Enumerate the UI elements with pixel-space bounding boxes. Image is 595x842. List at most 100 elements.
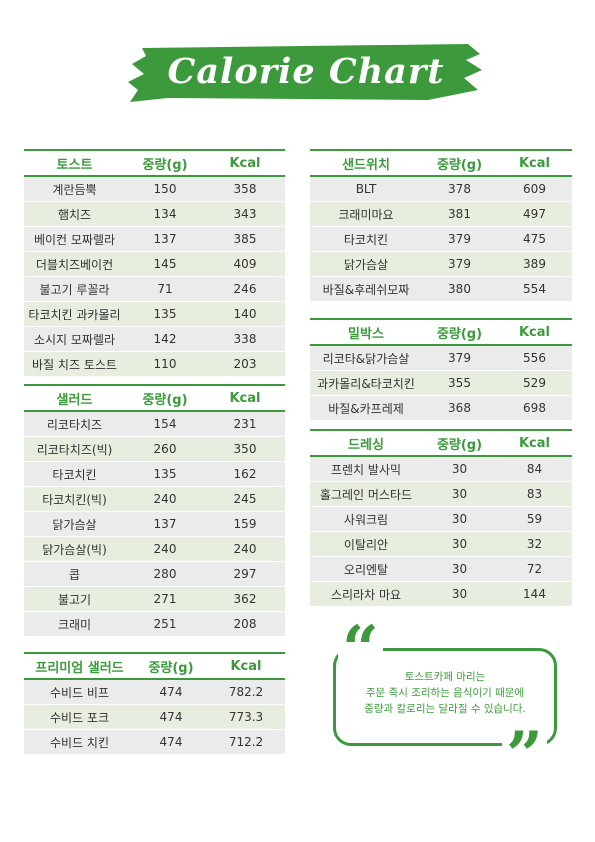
item-name: 계란듬뿍 — [52, 182, 97, 197]
header-weight: 중량(g) — [436, 437, 483, 453]
table-row: 타코치킨(빅) 240 245 — [24, 487, 285, 512]
item-name: 타코치킨(빅) — [42, 492, 107, 507]
premium-salad-header-row: 프리미엄 샐러드 중량(g) Kcal — [24, 652, 285, 680]
item-name: 홀그레인 머스타드 — [319, 487, 413, 502]
table-row: 수비드 치킨 474 712.2 — [24, 730, 285, 755]
item-weight: 134 — [153, 207, 177, 221]
item-name: 소시지 모짜렐라 — [33, 332, 116, 347]
item-kcal: 389 — [523, 257, 546, 271]
table-row: 타코치킨 379 475 — [310, 227, 572, 252]
item-name: 타코치킨 — [343, 232, 389, 247]
item-weight: 71 — [157, 282, 173, 296]
item-kcal: 59 — [526, 512, 543, 526]
table-row: 햄치즈 134 343 — [24, 202, 285, 227]
table-row: 콥 280 297 — [24, 562, 285, 587]
item-kcal: 162 — [233, 467, 257, 481]
header-weight: 중량(g) — [148, 660, 194, 676]
item-kcal: 84 — [526, 462, 543, 476]
table-row: 오리엔탈 30 72 — [310, 557, 572, 582]
item-kcal: 556 — [523, 351, 546, 365]
item-kcal: 203 — [233, 357, 257, 371]
item-weight: 30 — [451, 512, 468, 526]
table-row: 계란듬뿍 150 358 — [24, 177, 285, 202]
toast-table: 토스트 중량(g) Kcal 계란듬뿍 150 358 햄치즈 134 343 베이컨 … — [24, 149, 285, 377]
table-row: 타코치킨 과카몰리 135 140 — [24, 302, 285, 327]
item-name: 바질&카프레제 — [328, 401, 404, 416]
item-name: 수비드 치킨 — [49, 735, 109, 750]
item-weight: 30 — [451, 537, 468, 551]
item-kcal: 712.2 — [228, 735, 264, 749]
table-row: 닭가슴살 379 389 — [310, 252, 572, 277]
header-weight: 중량(g) — [142, 157, 188, 173]
item-weight: 474 — [159, 735, 183, 749]
table-row: 크래미 251 208 — [24, 612, 285, 637]
item-name: 햄치즈 — [57, 207, 92, 222]
table-row: 홀그레인 머스타드 30 83 — [310, 482, 572, 507]
premium-salad-table: 프리미엄 샐러드 중량(g) Kcal 수비드 비프 474 782.2 수비드 포… — [24, 652, 285, 755]
item-name: 바질&후레쉬모짜 — [322, 282, 410, 297]
table-row: 사워크림 30 59 — [310, 507, 572, 532]
header-weight: 중량(g) — [436, 157, 483, 173]
item-weight: 379 — [448, 351, 471, 365]
item-kcal: 529 — [523, 376, 546, 390]
item-name: 리코타치즈 — [46, 417, 103, 432]
table-row: 닭가슴살(빅) 240 240 — [24, 537, 285, 562]
item-weight: 30 — [451, 487, 468, 501]
item-kcal: 782.2 — [228, 685, 264, 699]
close-quote-icon: ” — [502, 724, 547, 788]
table-row: BLT 378 609 — [310, 177, 572, 202]
item-kcal: 83 — [526, 487, 543, 501]
note-text: 토스트카페 마리는 주문 즉시 조리하는 음식이기 때문에 중량과 칼로리는 달… — [336, 669, 554, 717]
item-name: 과카몰리&타코치킨 — [317, 376, 415, 391]
table-row: 수비드 포크 474 773.3 — [24, 705, 285, 730]
item-kcal: 698 — [523, 401, 546, 415]
item-weight: 280 — [153, 567, 177, 581]
item-kcal: 140 — [233, 307, 257, 321]
table-row: 바질&카프레제 368 698 — [310, 396, 572, 421]
item-weight: 474 — [159, 710, 183, 724]
item-name: 리코타&닭가슴살 — [322, 351, 410, 366]
item-name: 리코타치즈(빅) — [36, 442, 113, 457]
toast-header-row: 토스트 중량(g) Kcal — [24, 149, 285, 177]
table-row: 더블치즈베이컨 145 409 — [24, 252, 285, 277]
item-name: 베이컨 모짜렐라 — [33, 232, 116, 247]
item-weight: 380 — [448, 282, 471, 296]
item-weight: 378 — [448, 182, 471, 196]
item-kcal: 208 — [233, 617, 257, 631]
item-kcal: 497 — [523, 207, 546, 221]
item-name: 불고기 루꼴라 — [39, 282, 110, 297]
header-category: 샌드위치 — [342, 157, 390, 173]
item-kcal: 72 — [526, 562, 543, 576]
item-weight: 135 — [153, 467, 177, 481]
item-name: BLT — [355, 182, 377, 196]
item-name: 닭가슴살 — [52, 517, 97, 532]
item-kcal: 609 — [523, 182, 546, 196]
item-kcal: 554 — [523, 282, 546, 296]
table-row: 베이컨 모짜렐라 137 385 — [24, 227, 285, 252]
header-category: 프리미엄 샐러드 — [35, 660, 124, 676]
item-kcal: 245 — [233, 492, 257, 506]
title-banner: Calorie Chart — [128, 40, 484, 104]
table-row: 타코치킨 135 162 — [24, 462, 285, 487]
header-kcal: Kcal — [518, 435, 550, 451]
item-name: 오리엔탈 — [343, 562, 389, 577]
item-kcal: 358 — [233, 182, 257, 196]
item-weight: 150 — [153, 182, 177, 196]
dressing-table: 드레싱 중량(g) Kcal 프렌치 발사믹 30 84 홀그레인 머스타드 30 83… — [310, 429, 572, 607]
table-row: 수비드 비프 474 782.2 — [24, 680, 285, 705]
salad-table: 샐러드 중량(g) Kcal 리코타치즈 154 231 리코타치즈(빅) 260 35… — [24, 384, 285, 637]
note-line-2: 주문 즉시 조리하는 음식이기 때문에 — [365, 687, 525, 699]
table-row: 과카몰리&타코치킨 355 529 — [310, 371, 572, 396]
header-kcal: Kcal — [518, 155, 550, 171]
milbox-table: 밀박스 중량(g) Kcal 리코타&닭가슴살 379 556 과카몰리&타코치킨 3… — [310, 318, 572, 421]
table-row: 소시지 모짜렐라 142 338 — [24, 327, 285, 352]
item-weight: 368 — [448, 401, 471, 415]
item-kcal: 343 — [233, 207, 257, 221]
item-weight: 355 — [448, 376, 471, 390]
table-row: 크래미마요 381 497 — [310, 202, 572, 227]
table-row: 불고기 271 362 — [24, 587, 285, 612]
table-row: 바질 치즈 토스트 110 203 — [24, 352, 285, 377]
item-weight: 379 — [448, 232, 471, 246]
item-name: 스리라차 마요 — [330, 587, 402, 602]
header-category: 토스트 — [56, 157, 93, 173]
